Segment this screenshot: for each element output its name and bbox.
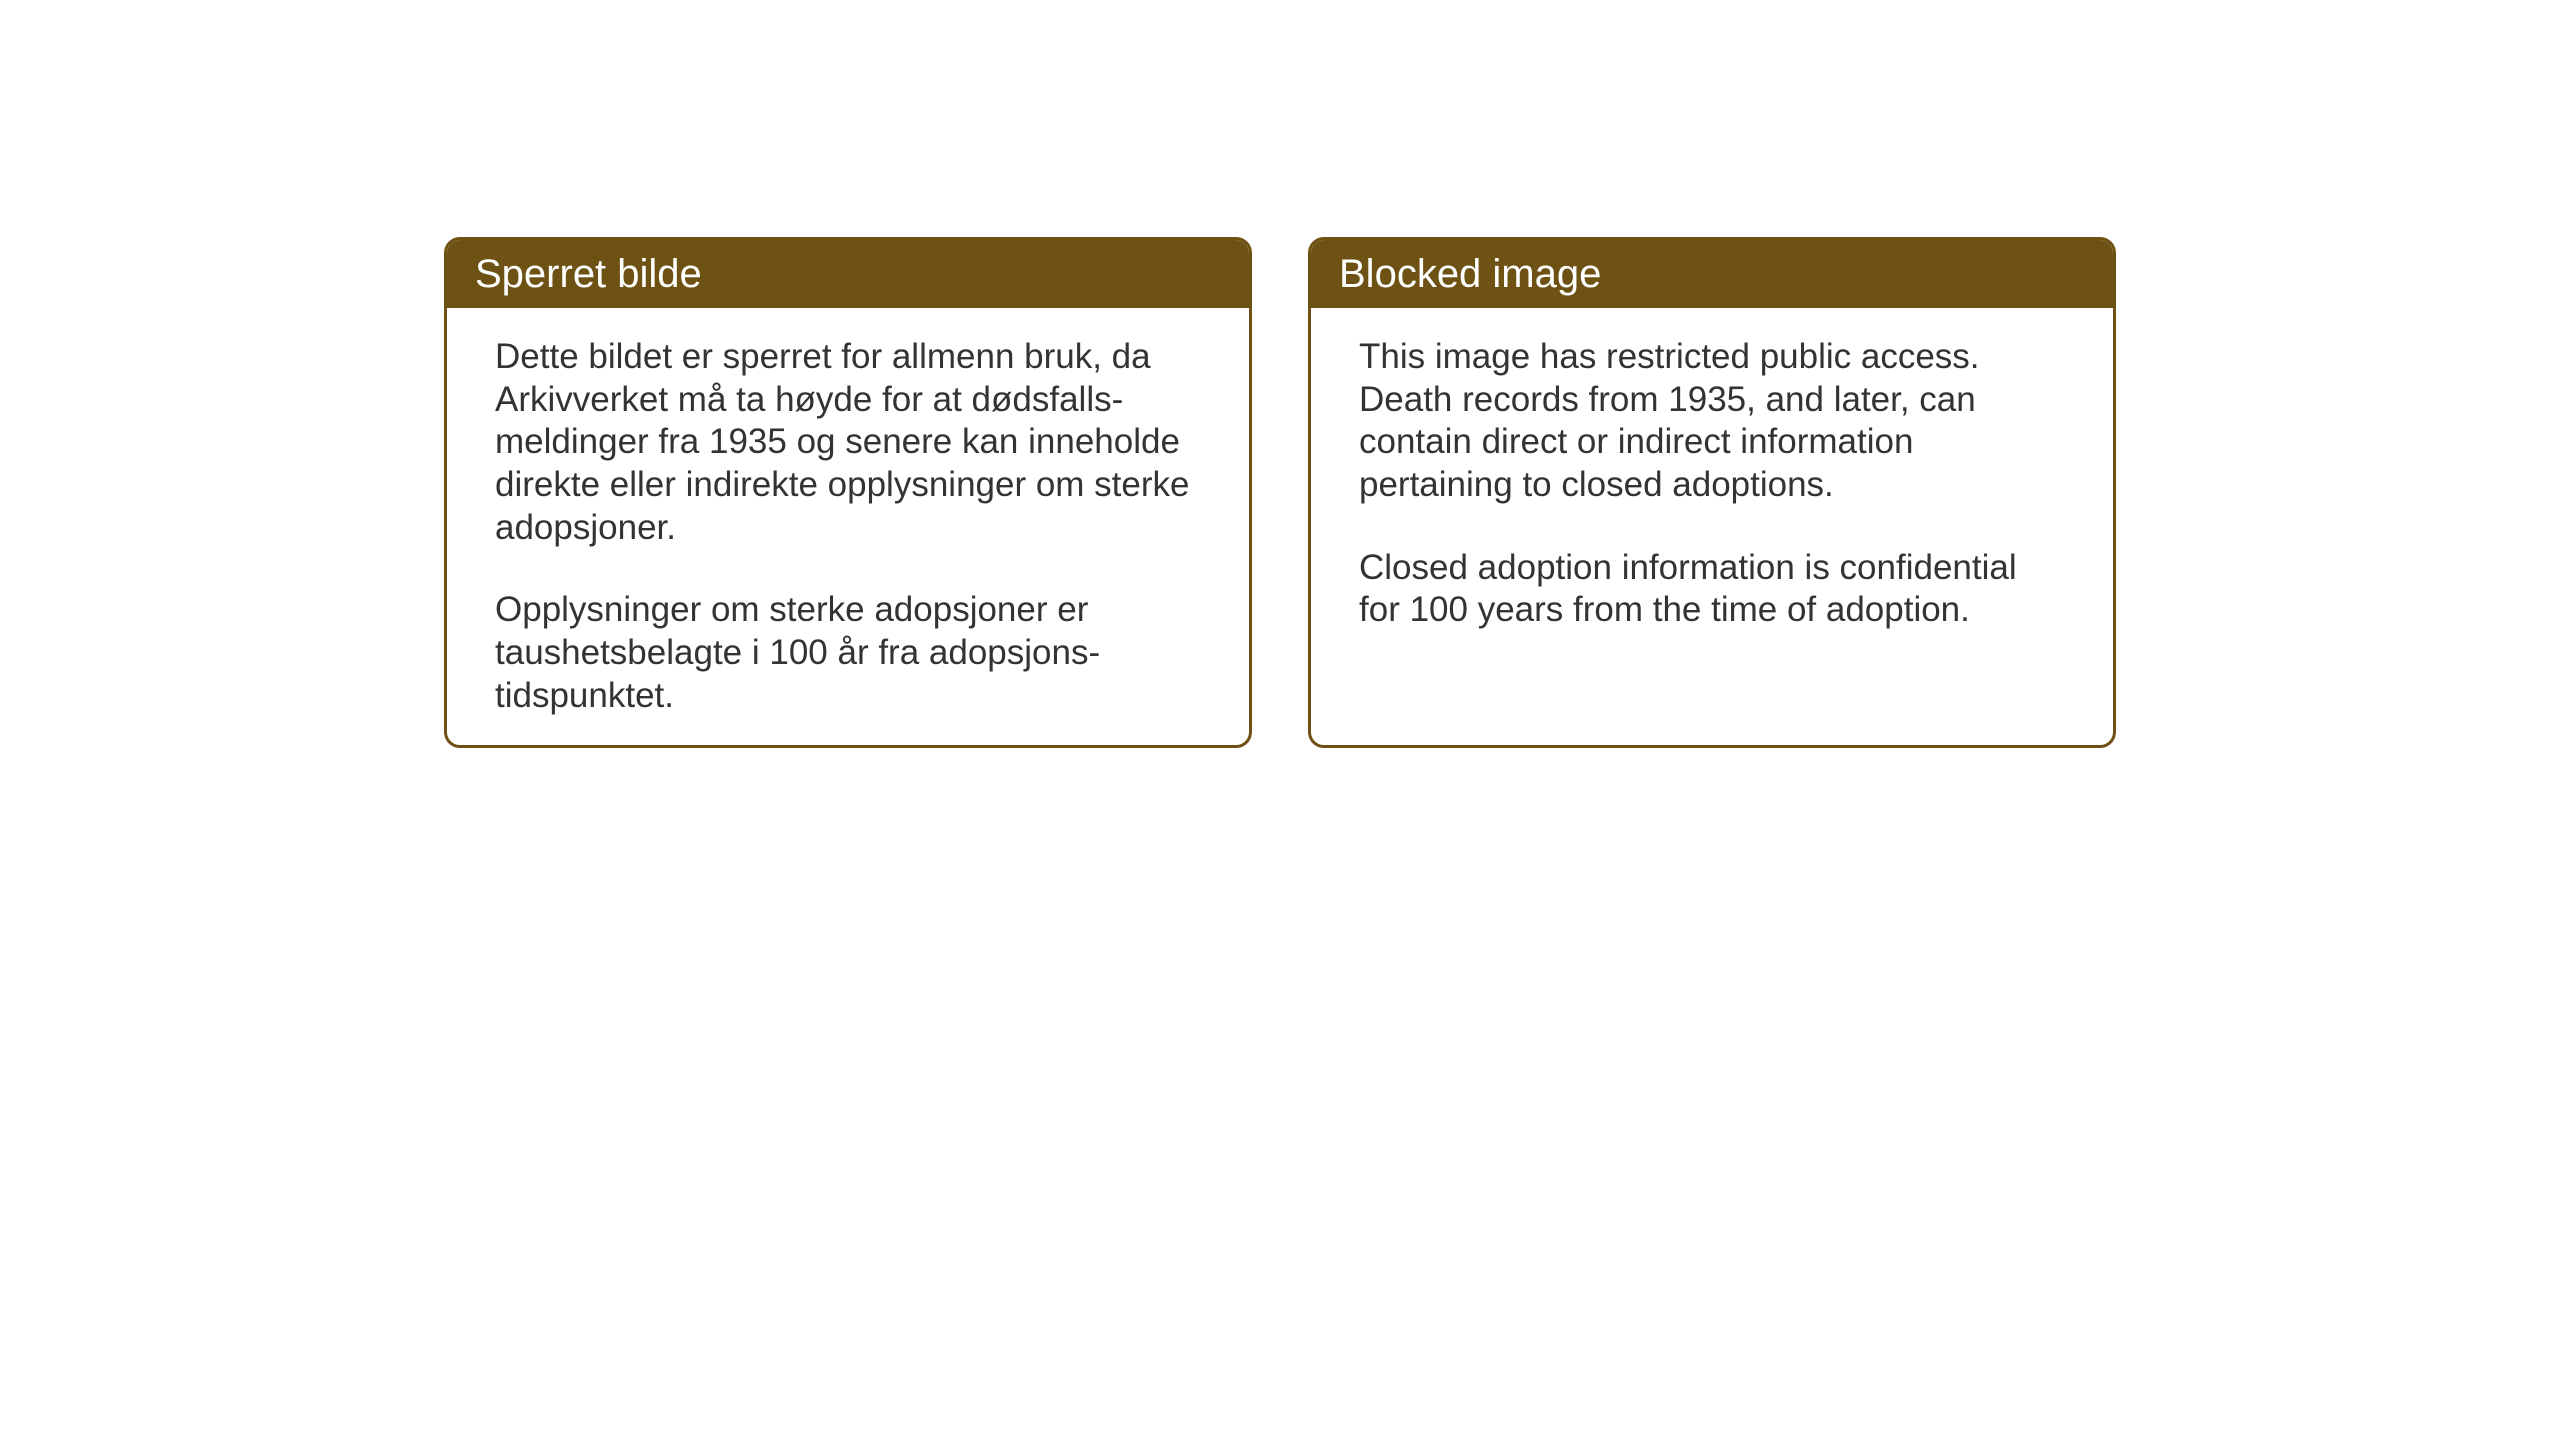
english-card-title: Blocked image — [1311, 240, 2113, 308]
english-paragraph-2: Closed adoption information is confident… — [1359, 547, 2065, 632]
english-card-body: This image has restricted public access.… — [1311, 308, 2113, 660]
norwegian-paragraph-2: Opplysninger om sterke adopsjoner er tau… — [495, 589, 1201, 717]
norwegian-card-body: Dette bildet er sperret for allmenn bruk… — [447, 308, 1249, 746]
norwegian-paragraph-1: Dette bildet er sperret for allmenn bruk… — [495, 336, 1201, 549]
english-paragraph-1: This image has restricted public access.… — [1359, 336, 2065, 507]
notice-container: Sperret bilde Dette bildet er sperret fo… — [444, 237, 2116, 748]
norwegian-notice-card: Sperret bilde Dette bildet er sperret fo… — [444, 237, 1252, 748]
english-notice-card: Blocked image This image has restricted … — [1308, 237, 2116, 748]
norwegian-card-title: Sperret bilde — [447, 240, 1249, 308]
